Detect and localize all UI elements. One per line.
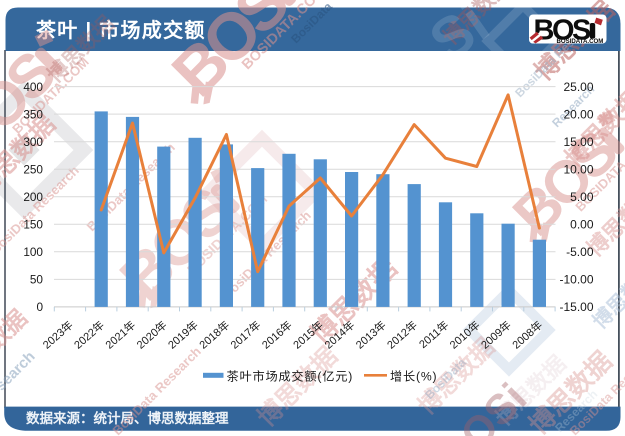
svg-text:-10.00: -10.00 bbox=[559, 273, 593, 287]
svg-text:350: 350 bbox=[23, 107, 43, 121]
svg-text:茶叶市场成交额(亿元): 茶叶市场成交额(亿元) bbox=[227, 369, 354, 384]
svg-text:数据: 数据 bbox=[0, 305, 32, 356]
svg-text:0: 0 bbox=[36, 300, 43, 314]
svg-text:2016年: 2016年 bbox=[259, 318, 295, 352]
svg-text:2023年: 2023年 bbox=[40, 318, 76, 352]
svg-text:50: 50 bbox=[30, 273, 44, 287]
svg-text:2021年: 2021年 bbox=[102, 318, 138, 352]
svg-text:增长(%): 增长(%) bbox=[390, 369, 437, 384]
svg-text:BOSIDATA.COM: BOSIDATA.COM bbox=[557, 38, 604, 45]
svg-text:0.00: 0.00 bbox=[570, 218, 594, 232]
svg-text:-5.00: -5.00 bbox=[566, 245, 594, 259]
svg-text:2011年: 2011年 bbox=[416, 318, 451, 351]
svg-text:10.00: 10.00 bbox=[563, 162, 593, 176]
svg-text:200: 200 bbox=[23, 190, 43, 204]
svg-text:2017年: 2017年 bbox=[227, 318, 263, 352]
svg-text:-15.00: -15.00 bbox=[559, 300, 593, 314]
svg-text:2022年: 2022年 bbox=[71, 318, 107, 352]
svg-text:2020年: 2020年 bbox=[134, 318, 170, 352]
svg-text:15.00: 15.00 bbox=[563, 135, 593, 149]
svg-text:5.00: 5.00 bbox=[570, 190, 594, 204]
svg-text:25.00: 25.00 bbox=[563, 80, 593, 94]
svg-text:2013年: 2013年 bbox=[353, 318, 389, 352]
svg-text:2012年: 2012年 bbox=[384, 318, 420, 352]
svg-text:300: 300 bbox=[23, 135, 43, 149]
svg-text:20.00: 20.00 bbox=[563, 107, 593, 121]
svg-text:数据来源：统计局、博思数据整理: 数据来源：统计局、博思数据整理 bbox=[26, 410, 229, 426]
svg-text:150: 150 bbox=[23, 218, 43, 232]
svg-text:茶叶 | 市场成交额: 茶叶 | 市场成交额 bbox=[36, 18, 206, 42]
svg-text:250: 250 bbox=[23, 162, 43, 176]
svg-text:2018年: 2018年 bbox=[196, 318, 232, 352]
svg-text:100: 100 bbox=[23, 245, 43, 259]
svg-text:400: 400 bbox=[23, 80, 43, 94]
